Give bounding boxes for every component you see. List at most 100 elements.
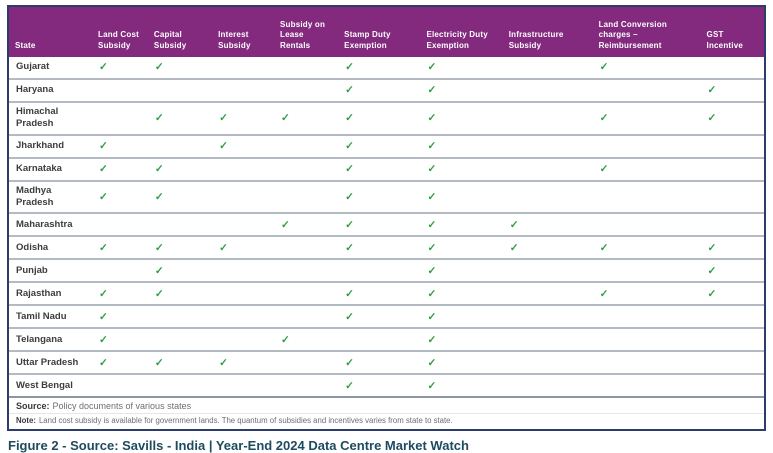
figure-caption: Figure 2 - Source: Savills - India | Yea… [8,438,469,453]
table-row: Karnataka ✓ ✓ ✓ ✓ ✓ [9,156,764,180]
column-header-4: Subsidy on Lease Rentals [279,19,326,50]
check-icon: ✓ [427,61,437,74]
state-name: Jharkhand [16,140,65,152]
note-line: Note: Land cost subsidy is available for … [9,413,764,429]
check-icon: ✓ [427,241,437,254]
check-icon: ✓ [345,287,354,300]
check-icon: ✓ [345,310,354,323]
check-icon: ✓ [707,264,717,277]
check-icon: ✓ [427,84,437,97]
state-name: Karnataka [16,163,62,175]
check-icon: ✓ [345,84,354,97]
column-header-1: Land Cost Subsidy [98,30,139,50]
check-icon: ✓ [707,287,717,300]
column-header-6: Electricity Duty Exemption [426,30,488,50]
check-icon: ✓ [599,287,609,300]
check-icon: ✓ [154,112,164,125]
table-row: Jharkhand ✓ ✓ ✓ ✓ [9,133,764,157]
check-icon: ✓ [345,162,354,175]
check-icon: ✓ [345,139,354,152]
state-name: Telangana [16,333,63,345]
table-row: Tamil Nadu ✓ ✓ ✓ [9,304,764,327]
column-header-2: Capital Subsidy [153,30,187,50]
table-row: Odisha ✓ ✓ ✓ ✓ ✓ ✓ ✓ ✓ [9,235,764,258]
check-icon: ✓ [599,61,609,74]
check-icon: ✓ [154,287,164,300]
column-header-9: GST Incentive [706,30,743,50]
table-row: Gujarat ✓ ✓ ✓ ✓ ✓ [9,57,764,78]
check-icon: ✓ [154,264,164,277]
check-icon: ✓ [345,61,354,74]
column-header-3: Interest Subsidy [218,30,251,50]
state-name: Punjab [16,264,48,276]
check-icon: ✓ [427,356,437,369]
table-row: Punjab ✓ ✓ ✓ [9,258,764,281]
check-icon: ✓ [707,241,717,254]
check-icon: ✓ [99,310,108,323]
source-text: Policy documents of various states [52,401,192,412]
check-icon: ✓ [219,241,228,254]
note-text: Land cost subsidy is available for gover… [38,416,453,426]
check-icon: ✓ [427,139,437,152]
table-row: Maharashtra ✓ ✓ ✓ ✓ [9,212,764,235]
state-name: Haryana [16,84,54,96]
check-icon: ✓ [427,264,437,277]
state-name: West Bengal [16,379,73,391]
check-icon: ✓ [280,333,290,346]
check-icon: ✓ [154,190,164,203]
check-icon: ✓ [99,287,108,300]
check-icon: ✓ [99,162,108,175]
check-icon: ✓ [599,112,609,125]
check-icon: ✓ [427,218,437,231]
check-icon: ✓ [427,379,437,392]
check-icon: ✓ [219,356,228,369]
check-icon: ✓ [154,61,164,74]
check-icon: ✓ [154,356,164,369]
table-row: West Bengal ✓ ✓ [9,373,764,396]
table-footer: Source: Policy documents of various state… [9,396,764,429]
check-icon: ✓ [427,112,437,125]
table-body: Gujarat ✓ ✓ ✓ ✓ ✓ Haryana ✓ ✓ ✓ Himachal Pradesh ✓ ✓… [9,57,764,396]
column-header-5: Stamp Duty Exemption [344,30,391,50]
check-icon: ✓ [99,139,108,152]
table-row: Himachal Pradesh ✓ ✓ ✓ ✓ ✓ ✓ ✓ [9,101,764,134]
table-row: Haryana ✓ ✓ ✓ [9,78,764,101]
state-name: Uttar Pradesh [16,356,79,368]
check-icon: ✓ [427,190,437,203]
state-incentives-table: State Land Cost Subsidy Capital Subsidy Int… [7,5,766,432]
check-icon: ✓ [599,241,609,254]
check-icon: ✓ [219,112,228,125]
check-icon: ✓ [707,84,717,97]
check-icon: ✓ [427,310,437,323]
check-icon: ✓ [345,112,354,125]
check-icon: ✓ [509,218,519,231]
state-name: Gujarat [16,61,50,73]
check-icon: ✓ [707,112,717,125]
check-icon: ✓ [99,356,108,369]
check-icon: ✓ [154,241,164,254]
check-icon: ✓ [280,218,290,231]
state-name: Maharashtra [16,218,73,230]
check-icon: ✓ [509,241,519,254]
check-icon: ✓ [99,333,108,346]
state-name: Himachal Pradesh [16,106,59,130]
table-row: Telangana ✓ ✓ ✓ [9,327,764,350]
column-header-8: Land Conversion charges – Reimbursement [598,19,667,50]
state-name: Madhya Pradesh [16,184,54,209]
table-row: Madhya Pradesh ✓ ✓ ✓ ✓ [9,179,764,213]
table-row: Uttar Pradesh ✓ ✓ ✓ ✓ ✓ [9,350,764,373]
table-header-row: State Land Cost Subsidy Capital Subsidy Int… [9,7,764,57]
state-name: Tamil Nadu [16,310,67,322]
check-icon: ✓ [345,241,354,254]
check-icon: ✓ [427,333,437,346]
check-icon: ✓ [427,162,437,175]
check-icon: ✓ [427,287,437,300]
source-label: Source: [16,401,50,412]
check-icon: ✓ [219,139,228,152]
check-icon: ✓ [154,162,164,175]
check-icon: ✓ [99,190,108,203]
note-label: Note: [16,416,36,426]
check-icon: ✓ [345,218,354,231]
source-line: Source: Policy documents of various state… [9,398,764,413]
